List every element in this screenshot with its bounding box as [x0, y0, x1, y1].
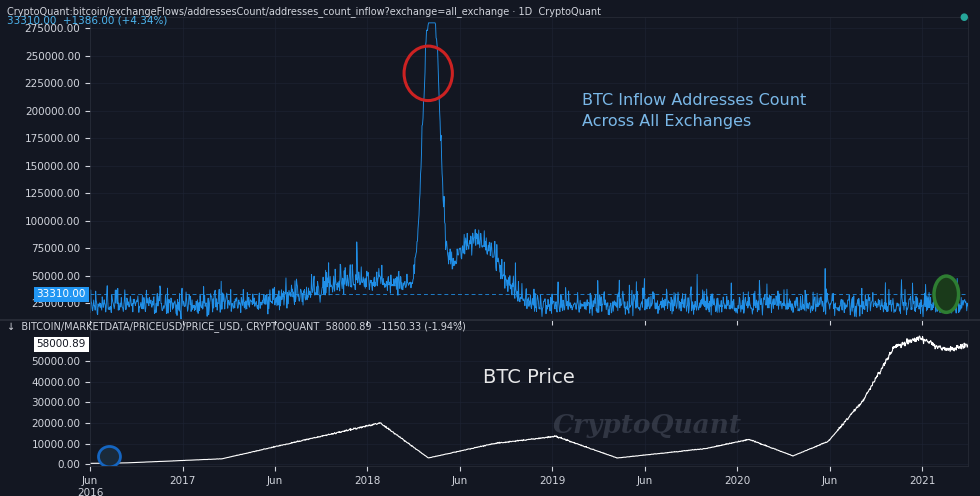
- Text: 33310.00  +1386.00 (+4.34%): 33310.00 +1386.00 (+4.34%): [7, 16, 168, 26]
- Text: 58000.89: 58000.89: [36, 339, 86, 349]
- Text: CryptoQuant: CryptoQuant: [554, 413, 742, 438]
- Text: ●: ●: [959, 12, 967, 22]
- Text: ↓  BITCOIN/MARKETDATA/PRICEUSD/PRICE_USD, CRYPTOQUANT  58000.89  -1150.33 (-1.94: ↓ BITCOIN/MARKETDATA/PRICEUSD/PRICE_USD,…: [7, 321, 466, 332]
- Ellipse shape: [934, 276, 958, 312]
- Text: BTC Inflow Addresses Count
Across All Exchanges: BTC Inflow Addresses Count Across All Ex…: [582, 93, 807, 129]
- Text: 33310.00: 33310.00: [36, 289, 86, 299]
- Ellipse shape: [99, 446, 121, 467]
- Text: CryptoQuant:bitcoin/exchangeFlows/addressesCount/addresses_count_inflow?exchange: CryptoQuant:bitcoin/exchangeFlows/addres…: [7, 6, 601, 17]
- Text: BTC Price: BTC Price: [483, 368, 575, 387]
